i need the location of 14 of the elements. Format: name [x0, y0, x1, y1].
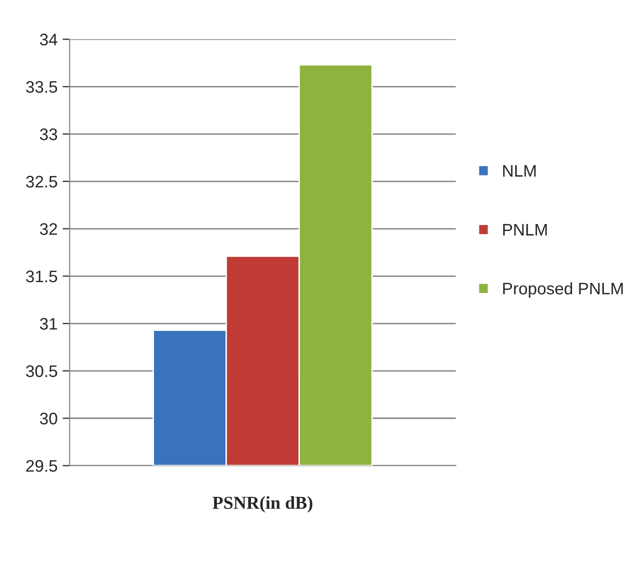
y-tick-label: 32: [40, 223, 57, 235]
y-tick-label: 29.5: [26, 460, 58, 472]
y-tick-label: 31: [40, 318, 58, 330]
legend-label: PNLM: [503, 224, 547, 236]
y-tick-label: 30: [40, 412, 58, 424]
y-tick-label: 33: [40, 128, 58, 140]
y-tick-label: 30.5: [26, 365, 58, 378]
legend-label: NLM: [503, 165, 536, 177]
y-tick-label: 32.5: [26, 176, 58, 188]
y-tick-label: 31.5: [26, 270, 58, 282]
x-tick-label: PSNR(in dB): [212, 496, 312, 513]
y-tick-label: 34: [40, 34, 58, 46]
y-tick-label: 33.5: [26, 81, 58, 93]
legend-label: Proposed PNLM: [503, 282, 623, 298]
